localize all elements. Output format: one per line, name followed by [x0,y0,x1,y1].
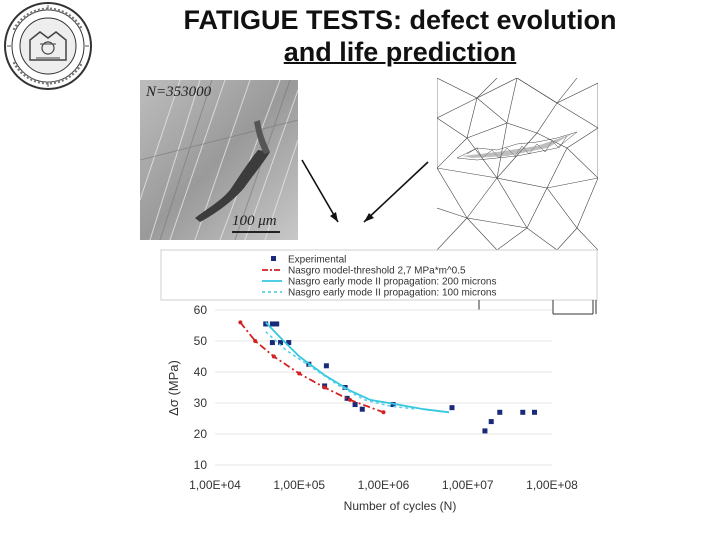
threshold-point [271,354,276,359]
x-tick-labels: 1,00E+04 1,00E+05 1,00E+06 1,00E+07 1,00E+08 [189,478,578,492]
cycle-count-label: N=353000 [146,84,212,100]
threshold-point [253,339,258,343]
gridlines [215,309,552,466]
experimental-point [497,409,503,415]
defect-micrograph: N=353000 100 μm [140,80,298,240]
y-tick-label: 50 [194,334,208,348]
x-tick-label: 1,00E+08 [526,478,578,492]
legend-marker [271,256,276,261]
mode100-curve [265,331,418,410]
experimental-point [344,395,350,401]
y-tick-label: 40 [194,365,208,379]
experimental-point [286,340,292,346]
threshold-point [297,371,302,376]
threshold-curve [239,321,384,414]
fe-mesh-image [437,78,598,250]
experimental-point [269,340,275,346]
experimental-point [359,406,365,412]
legend-label: Nasgro early mode II propagation: 100 mi… [288,288,496,299]
experimental-point [488,419,494,425]
mode200-curve [265,321,450,414]
x-axis-label: Number of cycles (N) [344,499,457,513]
y-tick-label: 10 [194,458,208,472]
experimental-point [274,321,280,327]
threshold-point [238,320,243,325]
chart-series [238,320,538,434]
legend-label: Nasgro early mode II propagation: 200 mi… [288,277,496,288]
threshold-point [322,385,327,390]
experimental-point [520,409,526,415]
x-tick-label: 1,00E+07 [442,478,494,492]
experimental-point [323,363,329,369]
y-tick-label: 20 [194,427,208,441]
experimental-point [482,428,488,434]
y-tick-label: 30 [194,396,208,410]
legend-box [160,249,598,301]
slide-title: FATIGUE TESTS: defect evolution and life… [100,4,700,68]
micrograph-image [140,80,298,240]
y-tick-label: 60 [194,303,208,317]
experimental-point [278,340,284,346]
experimental-point [449,405,455,411]
university-seal-logo [4,2,92,90]
x-tick-label: 1,00E+05 [273,478,325,492]
experimental-point [269,321,275,327]
title-line-1: FATIGUE TESTS: defect evolution [183,5,617,35]
pointer-arrows [301,159,429,223]
threshold-point [381,410,386,415]
legend-label: Experimental [288,255,346,266]
experimental-point [352,402,358,408]
x-tick-label: 1,00E+06 [358,478,410,492]
experimental-point [532,409,538,415]
y-tick-labels: 10 20 30 40 50 60 [194,303,208,472]
legend-label: Nasgro model-threshold 2,7 MPa*m^0.5 [288,266,466,277]
experimental-point [263,321,269,327]
x-tick-label: 1,00E+04 [189,478,241,492]
title-line-2: and life prediction [283,37,517,67]
y-axis-label: Δσ (MPa) [166,360,181,416]
scale-bar-label: 100 μm [232,213,277,229]
mesh-drawing [437,78,598,250]
threshold-point [347,397,352,402]
